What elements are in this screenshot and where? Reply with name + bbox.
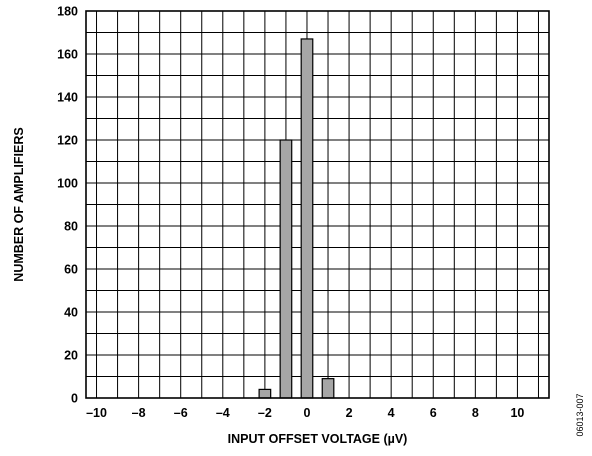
x-tick-label: 0	[304, 406, 311, 420]
y-axis-title: NUMBER OF AMPLIFIERS	[12, 127, 26, 281]
bar	[279, 139, 293, 399]
y-tick-label: 160	[57, 48, 78, 62]
x-tick-labels: –10 –8 –6 –4 –2 0 2 4 6 8 10	[86, 406, 524, 420]
y-tick-label: 60	[64, 263, 78, 277]
y-tick-label: 180	[57, 5, 78, 19]
x-axis-title: INPUT OFFSET VOLTAGE (µV)	[228, 432, 408, 446]
bar	[321, 378, 335, 399]
y-tick-label: 20	[64, 349, 78, 363]
y-tick-label: 40	[64, 306, 78, 320]
x-tick-label: 2	[346, 406, 353, 420]
x-tick-label: 10	[510, 406, 524, 420]
y-tick-label: 100	[57, 177, 78, 191]
y-tick-labels: 0 20 40 60 80 100 120 140 160 180	[57, 5, 78, 406]
y-tick-label: 0	[71, 392, 78, 406]
figure-id: 06013-007	[575, 393, 585, 436]
x-tick-label: –6	[174, 406, 188, 420]
y-tick-label: 120	[57, 134, 78, 148]
x-tick-label: –8	[132, 406, 146, 420]
bars	[258, 38, 335, 399]
y-tick-label: 80	[64, 220, 78, 234]
x-tick-label: 4	[388, 406, 395, 420]
x-tick-label: –10	[86, 406, 107, 420]
x-tick-label: –4	[216, 406, 230, 420]
x-tick-label: 6	[430, 406, 437, 420]
bar	[300, 38, 314, 399]
grid-lines	[86, 10, 549, 399]
x-tick-label: 8	[472, 406, 479, 420]
y-tick-label: 140	[57, 91, 78, 105]
x-tick-label: –2	[258, 406, 272, 420]
bar	[258, 388, 272, 399]
plot-frame	[85, 10, 550, 399]
